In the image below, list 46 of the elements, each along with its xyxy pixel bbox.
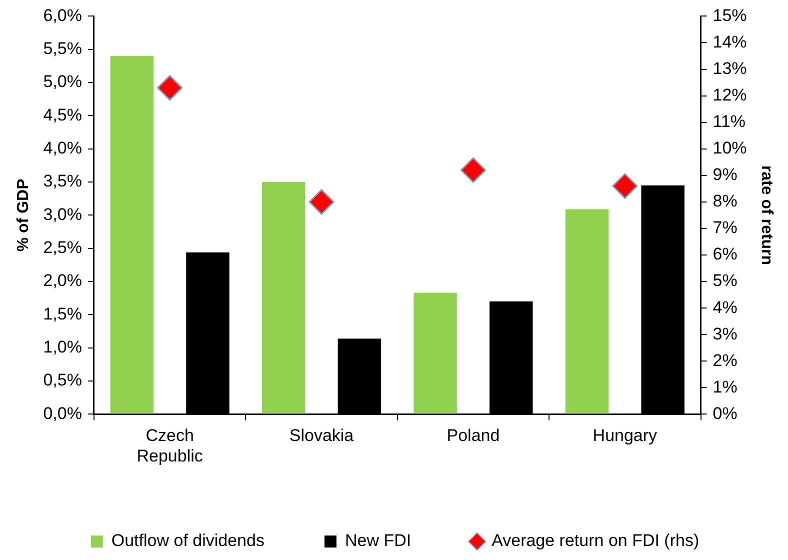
y2-tick-label: 7% (712, 218, 738, 238)
y2-tick-label: 1% (712, 377, 738, 396)
point (308, 189, 334, 215)
y-tick-label: 5,0% (43, 72, 82, 92)
point (460, 157, 486, 183)
y2-tick-label: 6% (712, 244, 738, 264)
y-tick-label: 1,5% (43, 304, 82, 324)
y2-tick-label: 15% (712, 6, 747, 25)
legend-label: Outflow of dividends (111, 531, 264, 550)
y-tick-label: 5,5% (43, 39, 82, 58)
y-tick-label: 3,0% (43, 204, 82, 224)
y2-tick-label: 3% (712, 324, 738, 344)
y2-tick-label: 13% (712, 58, 747, 78)
bar (262, 182, 306, 414)
x-tick-label: Czech Republic (136, 426, 204, 466)
y2-tick-label: 14% (712, 32, 747, 52)
y2-axis-title: rate of return (758, 165, 775, 265)
legend-label: New FDI (344, 531, 412, 550)
y-tick-label: 2,5% (43, 238, 82, 258)
point (612, 173, 638, 199)
y-tick-label: 2,0% (43, 271, 82, 290)
y2-tick-label: 8% (712, 192, 738, 211)
y2-tick-label: 9% (712, 165, 738, 184)
y-tick-label: 0,5% (43, 370, 82, 390)
bar (414, 292, 457, 414)
x-tick-label: Poland (446, 426, 500, 446)
y2-tick-label: 4% (712, 298, 738, 317)
y-tick-label: 1,0% (43, 338, 82, 357)
x-tick-label: Hungary (592, 426, 658, 446)
bar (110, 56, 154, 414)
y-axis-title: % of GDP (15, 178, 32, 252)
y2-tick-label: 11% (712, 112, 746, 132)
y2-tick-label: 12% (712, 85, 747, 104)
point (157, 75, 183, 101)
y-tick-label: 4,0% (43, 138, 82, 158)
y2-tick-label: 2% (712, 350, 738, 370)
bar (565, 209, 609, 414)
y-tick-label: 3,5% (43, 172, 82, 191)
y2-tick-label: 10% (712, 138, 747, 158)
x-tick-label: Slovakia (289, 426, 354, 446)
legend-label: Average return on FDI (rhs) (492, 531, 700, 550)
y2-tick-label: 0% (712, 404, 738, 423)
y2-tick-label: 5% (712, 271, 738, 290)
y-tick-label: 0,0% (43, 404, 82, 423)
y-tick-label: 4,5% (43, 105, 82, 124)
y-tick-label: 6,0% (43, 6, 82, 25)
